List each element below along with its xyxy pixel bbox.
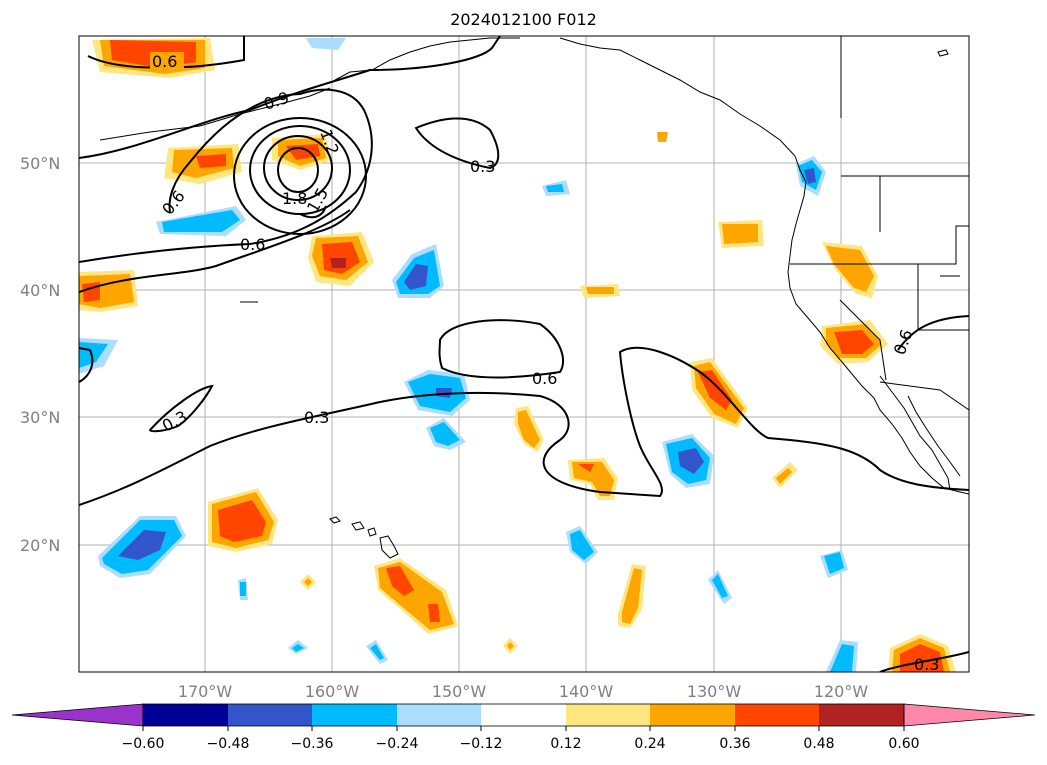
contour-label: 0.6 bbox=[240, 235, 265, 254]
colorbar-tick-label: −0.60 bbox=[122, 736, 165, 752]
colorbar-tick-label: −0.36 bbox=[291, 736, 334, 752]
colorbar-segment bbox=[481, 704, 566, 726]
colorbar-segment bbox=[735, 704, 819, 726]
colorbar-segment bbox=[650, 704, 735, 726]
colorbar-tick-label: −0.48 bbox=[207, 736, 250, 752]
lat-label: 50°N bbox=[20, 154, 60, 173]
map-area bbox=[79, 36, 969, 672]
colorbar-segment bbox=[819, 704, 904, 726]
contour-label: 0.3 bbox=[304, 408, 329, 427]
lon-label: 160°W bbox=[305, 682, 360, 701]
colorbar-tick-label: 0.60 bbox=[888, 736, 919, 752]
colorbar-tick-label: 0.12 bbox=[550, 736, 581, 752]
lat-label: 20°N bbox=[20, 536, 60, 555]
colorbar-tick-label: 0.36 bbox=[719, 736, 750, 752]
political-borders bbox=[790, 36, 969, 411]
colorbar-extend-right bbox=[903, 703, 1036, 727]
colorbar-tick-label: 0.48 bbox=[803, 736, 834, 752]
lat-label: 30°N bbox=[20, 408, 60, 427]
lon-label: 140°W bbox=[559, 682, 614, 701]
lon-label: 130°W bbox=[687, 682, 742, 701]
colorbar: −0.60 −0.48 −0.36 −0.24 −0.12 0.12 0.24 … bbox=[11, 703, 1036, 752]
lat-label: 40°N bbox=[20, 281, 60, 300]
contour-label: 0.6 bbox=[532, 369, 557, 388]
colorbar-tick-label: −0.12 bbox=[460, 736, 503, 752]
colorbar-segment bbox=[397, 704, 481, 726]
lon-label: 120°W bbox=[814, 682, 869, 701]
colorbar-segment bbox=[143, 704, 228, 726]
contour-label: 0.3 bbox=[914, 655, 939, 674]
map-title: 2024012100 F012 bbox=[450, 10, 597, 29]
colorbar-segment bbox=[228, 704, 312, 726]
colorbar-segment bbox=[566, 704, 650, 726]
negative-anomaly-patches bbox=[79, 38, 858, 672]
map-frame bbox=[78, 35, 970, 673]
colorbar-tick-label: −0.24 bbox=[376, 736, 419, 752]
colorbar-segment bbox=[312, 704, 397, 726]
longitude-labels: 170°W 160°W 150°W 140°W 130°W 120°W bbox=[178, 682, 869, 701]
colorbar-extend-left bbox=[11, 703, 144, 727]
contour-label: 1.8 bbox=[282, 189, 307, 208]
contour-label: 0.6 bbox=[152, 52, 177, 71]
lon-label: 150°W bbox=[432, 682, 487, 701]
latitude-labels: 50°N 40°N 30°N 20°N bbox=[20, 154, 60, 555]
contour-label: 0.3 bbox=[470, 157, 495, 176]
lon-label: 170°W bbox=[178, 682, 233, 701]
colorbar-tick-label: 0.24 bbox=[634, 736, 665, 752]
contour-lines bbox=[79, 36, 969, 672]
